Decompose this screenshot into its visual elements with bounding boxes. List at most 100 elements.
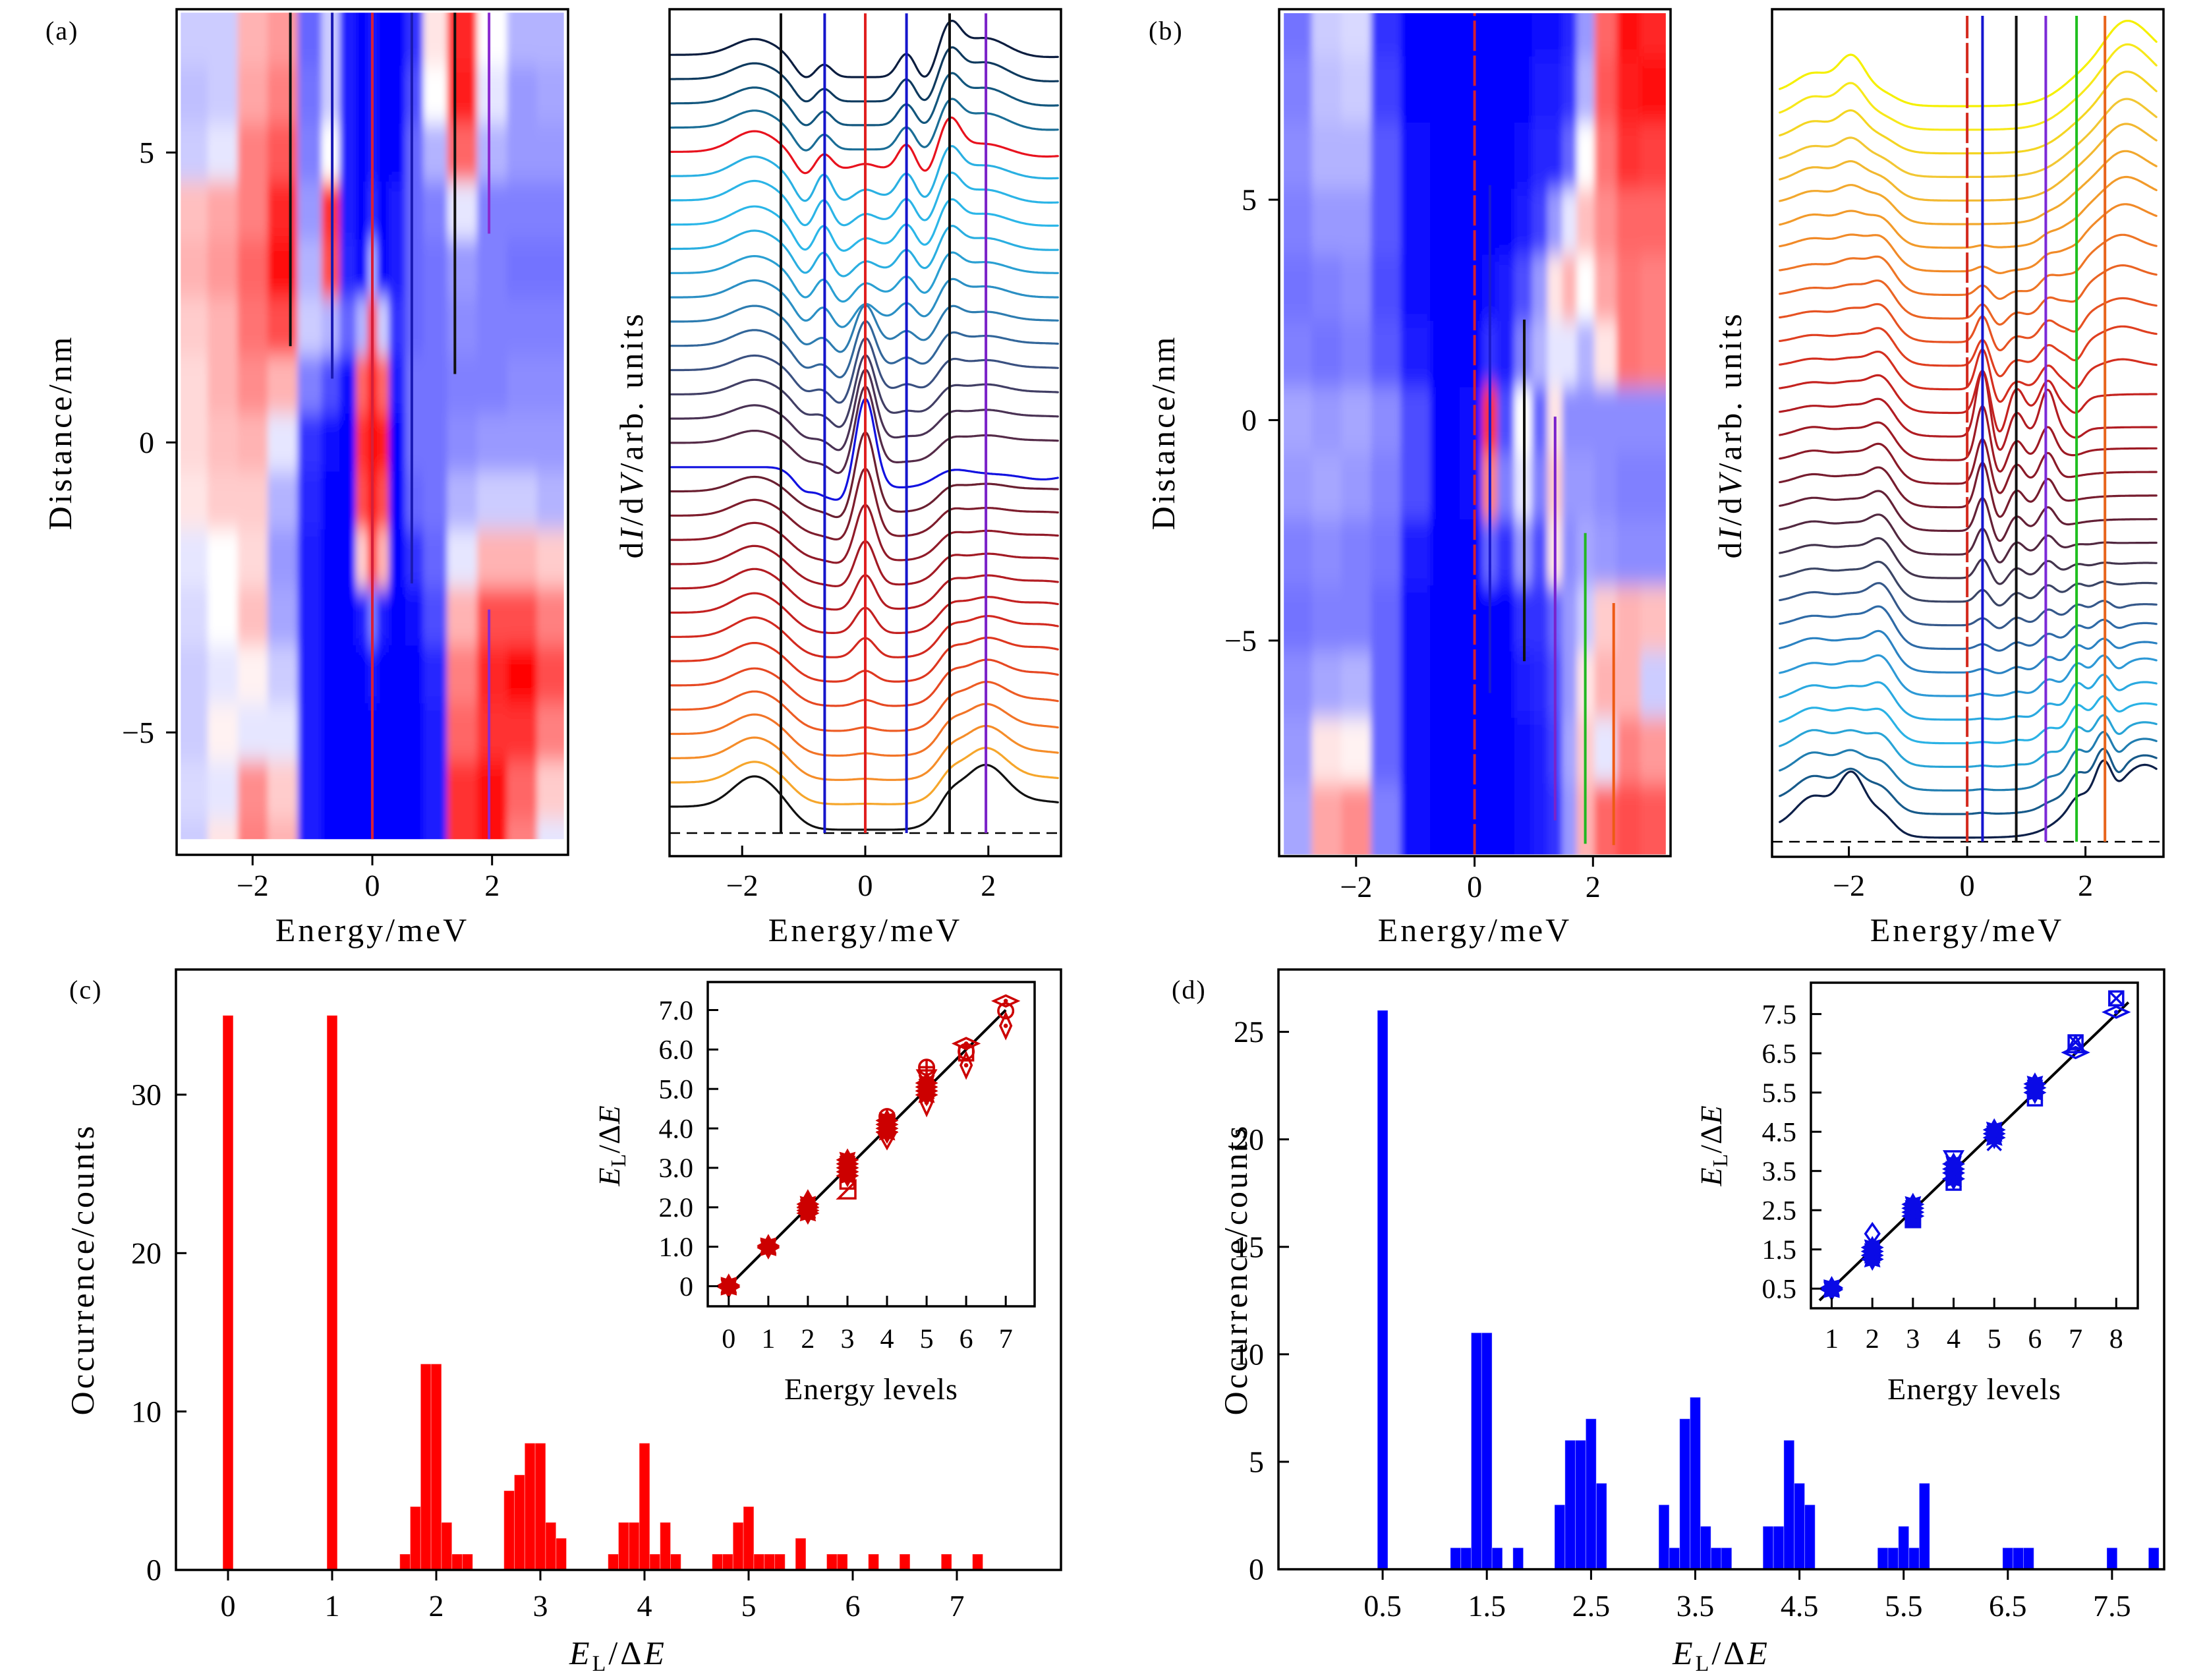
heatmap-cell xyxy=(1311,122,1342,189)
heatmap-cell xyxy=(1547,13,1563,57)
marker-glyph xyxy=(1943,1150,1964,1170)
label-part: /Δ xyxy=(592,1124,626,1153)
heatmap-cell xyxy=(1430,13,1460,57)
heatmap-cell xyxy=(1497,320,1515,388)
heatmap-cell xyxy=(1640,585,1666,652)
x-tick-label: 4.5 xyxy=(1781,1589,1819,1623)
heatmap-cell xyxy=(339,13,357,67)
y-axis-label: Occurrence/counts xyxy=(1217,1124,1254,1416)
marker-glyph xyxy=(757,1234,780,1258)
heatmap-cell xyxy=(321,703,340,763)
heatmap-cell xyxy=(1400,651,1431,718)
heatmap-cell xyxy=(1514,56,1533,123)
x-tick-label: 6 xyxy=(845,1589,861,1623)
x-tick-label: 2.5 xyxy=(1572,1589,1611,1623)
heatmap-cell xyxy=(447,819,478,840)
heatmap-cell xyxy=(476,13,508,67)
x-axis-label: Energy/meV xyxy=(1870,912,2065,948)
heatmap-cell xyxy=(268,471,299,531)
scatter-point-diamond-h xyxy=(990,994,1021,1008)
histogram-bar xyxy=(649,1553,661,1571)
histogram-bar xyxy=(430,1364,442,1571)
x-tick-label: 7 xyxy=(999,1324,1013,1354)
heatmap-cell xyxy=(237,645,268,705)
heatmap-cell xyxy=(297,529,322,589)
heatmap-cell xyxy=(1311,651,1342,718)
heatmap-cell xyxy=(321,819,340,840)
heatmap-cell xyxy=(1430,320,1460,388)
heatmap-cell xyxy=(1497,453,1515,520)
y-tick-label: 20 xyxy=(131,1236,161,1270)
heatmap-cell xyxy=(339,123,357,183)
x-axis-label: Energy/meV xyxy=(275,912,470,948)
histogram-bar xyxy=(2002,1547,2014,1570)
heatmap-cell xyxy=(1400,13,1431,57)
heatmap-cell xyxy=(339,645,357,705)
scatter-point-star xyxy=(717,1275,741,1299)
heatmap-cell xyxy=(1497,13,1515,57)
histogram-bar xyxy=(462,1553,473,1571)
heatmap-cell xyxy=(1594,254,1617,322)
x-tick-label: 2 xyxy=(2078,869,2093,902)
heatmap-cell xyxy=(1341,718,1372,785)
heatmap-cell xyxy=(237,13,268,67)
heatmap-cell xyxy=(507,761,538,821)
heatmap-cell xyxy=(1284,387,1313,454)
histogram-bar xyxy=(503,1490,515,1571)
y-tick-label: 30 xyxy=(131,1078,161,1112)
panel-label-a: (a) xyxy=(45,16,78,45)
heatmap-cell xyxy=(181,587,209,647)
heatmap-cell xyxy=(268,413,299,473)
heatmap-cell xyxy=(1576,13,1595,57)
x-tick-label: 0 xyxy=(365,869,380,902)
heatmap-cell xyxy=(389,65,406,125)
histogram-bar xyxy=(660,1522,672,1571)
y-axis-label: dI/dV/arb. units xyxy=(1711,311,1748,558)
heatmap-cell xyxy=(1460,453,1483,520)
heatmap-cell xyxy=(1460,519,1483,586)
heatmap-cell xyxy=(1617,254,1641,322)
label-part: L xyxy=(1696,1652,1712,1676)
label-part: E xyxy=(1746,1635,1770,1671)
heatmap-cell xyxy=(447,65,478,125)
heatmap-cell xyxy=(181,819,209,840)
heatmap-cell xyxy=(405,529,424,589)
heatmap-cell xyxy=(181,123,209,183)
histogram-bar xyxy=(618,1522,629,1571)
y-tick-label: 3.0 xyxy=(659,1153,694,1184)
heatmap-cell xyxy=(181,297,209,357)
heatmap-cell xyxy=(507,703,538,763)
heatmap-cell xyxy=(181,645,209,705)
heatmap-cell xyxy=(536,471,564,531)
heatmap-cell xyxy=(297,297,322,357)
x-tick-label: 1 xyxy=(761,1324,775,1354)
heatmap-cell xyxy=(1430,585,1460,652)
histogram-bar xyxy=(2148,1547,2160,1570)
scatter-point-diamond xyxy=(1864,1221,1881,1246)
heatmap-cell xyxy=(405,413,424,473)
heatmap-cell xyxy=(237,65,268,125)
y-tick-label: 5 xyxy=(1249,1445,1264,1479)
label-part: /d xyxy=(613,495,650,526)
heatmap-cell xyxy=(423,645,448,705)
heatmap-cell xyxy=(1594,519,1617,586)
heatmap-cell xyxy=(237,761,268,821)
heatmap-cell xyxy=(1311,13,1342,57)
heatmap-cell xyxy=(297,239,322,299)
heatmap-cell xyxy=(1482,122,1498,189)
heatmap-cell xyxy=(1532,188,1548,256)
heatmap-cell xyxy=(1284,784,1313,855)
panel-b-heatmap: −2 0 2 5 0 −5 xyxy=(1224,8,1672,904)
heatmap-cell xyxy=(1400,56,1431,123)
heatmap-cell xyxy=(237,239,268,299)
heatmap-cell xyxy=(237,355,268,415)
histogram-bar xyxy=(514,1474,525,1571)
histogram-bar xyxy=(1794,1483,1805,1570)
heatmap-cell xyxy=(1460,122,1483,189)
heatmap-cell xyxy=(376,239,389,299)
y-tick-label: 15 xyxy=(1234,1230,1264,1263)
heatmap-cell xyxy=(536,761,564,821)
heatmap-cell xyxy=(1311,585,1342,652)
scatter-point-diamond-h xyxy=(951,1037,981,1051)
heatmap-cell xyxy=(1430,519,1460,586)
